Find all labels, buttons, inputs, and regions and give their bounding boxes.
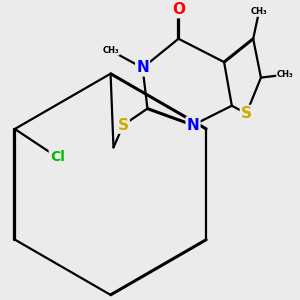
Text: CH₃: CH₃ xyxy=(251,7,267,16)
Text: N: N xyxy=(187,118,200,133)
Text: S: S xyxy=(118,118,129,133)
Text: CH₃: CH₃ xyxy=(102,46,119,55)
Text: CH₃: CH₃ xyxy=(277,70,293,79)
Text: S: S xyxy=(241,106,252,121)
Text: N: N xyxy=(136,60,149,75)
Text: Cl: Cl xyxy=(50,150,65,164)
Text: O: O xyxy=(172,2,185,17)
